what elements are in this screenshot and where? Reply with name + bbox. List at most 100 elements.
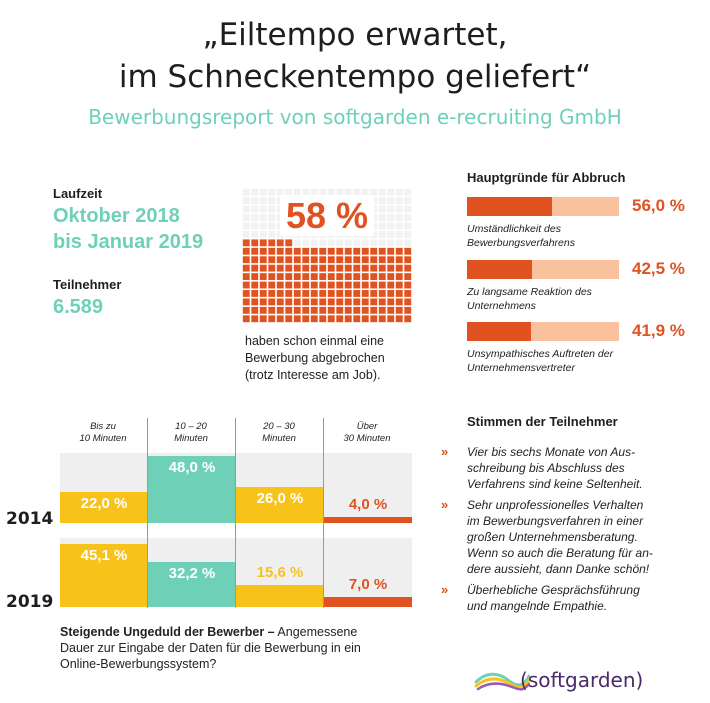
- dot-grid-cell: [242, 298, 250, 306]
- quote-2-line-4: Wenn so auch die Beratung für an-: [467, 546, 653, 560]
- dot-grid-cell: [251, 298, 259, 306]
- dot-grid-cell: [285, 298, 293, 306]
- bar-2019-2: [148, 561, 236, 607]
- dot-grid-cell: [319, 281, 327, 289]
- dot-grid-cell: [344, 315, 352, 323]
- bar-2014-3: [236, 486, 324, 523]
- runtime-line-1: Oktober 2018: [53, 205, 180, 227]
- col-head-4-line-2: 30 Minuten: [343, 433, 391, 444]
- col-head-3: 20 – 30 Minuten: [236, 421, 322, 445]
- reason-value-2: 42,5 %: [632, 259, 685, 278]
- percent-box: 58 %: [242, 195, 412, 243]
- dot-grid-cell: [344, 256, 352, 264]
- col-head-2-line-1: 10 – 20: [175, 421, 207, 432]
- dot-grid-cell: [370, 281, 378, 289]
- dot-grid-cell: [285, 264, 293, 272]
- dot-grid-cell: [293, 256, 301, 264]
- dot-grid-cell: [336, 306, 344, 314]
- dot-grid-cell: [378, 306, 386, 314]
- dot-grid-cell: [251, 239, 259, 247]
- col-head-2: 10 – 20 Minuten: [148, 421, 234, 445]
- dot-grid-cell: [242, 281, 250, 289]
- dot-grid-cell: [387, 239, 395, 247]
- col-head-2-line-2: Minuten: [174, 433, 208, 444]
- dot-grid-cell: [404, 222, 412, 230]
- quote-2-line-5: dere aussieht, dann Danke schön!: [467, 562, 650, 576]
- chart-caption-line-2: Dauer zur Eingabe der Daten für die Bewe…: [60, 641, 361, 655]
- bar-2019-3: [236, 585, 324, 607]
- dot-grid-cell: [327, 306, 335, 314]
- dot-grid-cell: [259, 281, 267, 289]
- dot-grid-cell: [302, 315, 310, 323]
- dot-grid-cell: [310, 298, 318, 306]
- dot-grid-cell: [378, 273, 386, 281]
- dot-grid-cell: [387, 205, 395, 213]
- dot-grid-cell: [259, 222, 267, 230]
- dot-grid-cell: [327, 290, 335, 297]
- quote-1: Vier bis sechs Monate von Aus- schreibun…: [467, 444, 697, 492]
- dot-grid-cell: [242, 197, 250, 205]
- dot-grid-cell: [319, 290, 327, 297]
- dot-grid-cell: [395, 306, 403, 314]
- dot-grid-cell: [285, 188, 293, 196]
- dot-grid-cell: [387, 214, 395, 221]
- dot-grid-cell: [336, 264, 344, 272]
- dot-grid-cell: [327, 247, 335, 255]
- dot-grid-cell: [387, 256, 395, 264]
- dot-grid-cell: [378, 230, 386, 238]
- dot-grid-cell: [319, 306, 327, 314]
- dot-grid-cell: [395, 188, 403, 196]
- dot-grid-cell: [276, 247, 284, 255]
- dot-grid-cell: [395, 281, 403, 289]
- dot-grid-cell: [344, 273, 352, 281]
- dot-grid-cell: [310, 306, 318, 314]
- dot-grid-cell: [310, 281, 318, 289]
- bar-label-2014-1: 22,0 %: [80, 495, 128, 513]
- dot-grid-cell: [378, 214, 386, 221]
- dot-grid-cell: [268, 290, 276, 297]
- dot-grid-cell: [395, 239, 403, 247]
- dot-grid-cell: [387, 264, 395, 272]
- dot-grid-cell: [370, 256, 378, 264]
- dot-grid-cell: [327, 281, 335, 289]
- dot-grid-cell: [276, 281, 284, 289]
- dot-grid-cell: [268, 214, 276, 221]
- reason-label-3-line-2: Unternehmensvertreter: [467, 362, 575, 374]
- quote-1-line-3: Verfahrens sind keine Seltenheit.: [467, 477, 643, 491]
- dot-grid-cell: [344, 239, 352, 247]
- reasons-title: Hauptgründe für Abbruch: [467, 170, 626, 185]
- dot-grid-cell: [404, 239, 412, 247]
- dot-grid-cell: [242, 273, 250, 281]
- bar-2019-4: [324, 597, 412, 607]
- dot-grid-cell: [293, 247, 301, 255]
- dot-grid-cell: [404, 264, 412, 272]
- percent-58-label: 58 %: [279, 195, 375, 236]
- participants-value: 6.589: [53, 296, 104, 318]
- dot-grid-cell: [276, 256, 284, 264]
- dot-grid-cell: [327, 264, 335, 272]
- dot-grid-cell: [361, 273, 369, 281]
- dot-grid-cell: [259, 256, 267, 264]
- quote-1-line-1: Vier bis sechs Monate von Aus-: [467, 445, 636, 459]
- dot-grid-cell: [353, 281, 361, 289]
- dot-grid-cell: [344, 298, 352, 306]
- dot-grid-cell: [242, 247, 250, 255]
- dot-grid-cell: [378, 290, 386, 297]
- reason-bar-2-fill: [467, 260, 532, 279]
- dot-grid-cell: [336, 239, 344, 247]
- dot-grid-cell: [361, 298, 369, 306]
- quote-2-line-1: Sehr unprofessionelles Verhalten: [467, 498, 644, 512]
- abort-text-line-2: Bewerbung abgebrochen: [245, 351, 385, 365]
- dot-grid-cell: [259, 264, 267, 272]
- participants-label: Teilnehmer: [53, 277, 122, 292]
- dot-grid-cell: [259, 239, 267, 247]
- col-head-1-line-2: 10 Minuten: [79, 433, 127, 444]
- dot-grid-cell: [378, 197, 386, 205]
- quote-1-line-2: schreibung bis Abschluss des: [467, 461, 625, 475]
- dot-grid-cell: [336, 298, 344, 306]
- dot-grid-cell: [378, 188, 386, 196]
- dot-grid-cell: [319, 264, 327, 272]
- dot-grid-cell: [251, 205, 259, 213]
- dot-grid-cell: [327, 298, 335, 306]
- dot-grid-cell: [302, 188, 310, 196]
